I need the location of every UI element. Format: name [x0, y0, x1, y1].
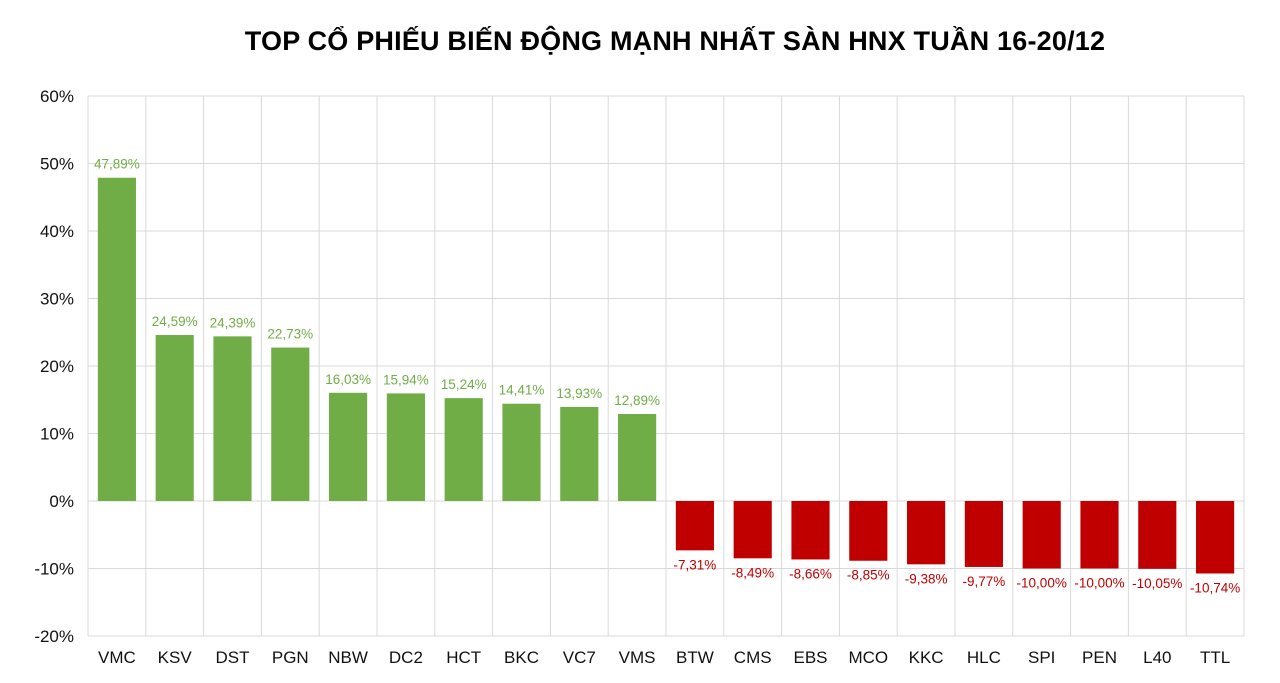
category-label-vmc: VMC — [98, 648, 136, 667]
data-label-vms: 12,89% — [614, 393, 660, 408]
category-label-pgn: PGN — [272, 648, 309, 667]
bar-dst — [213, 336, 252, 501]
bar-ebs — [791, 501, 830, 560]
category-label-kkc: KKC — [909, 648, 944, 667]
y-tick-label: 40% — [40, 222, 74, 241]
data-label-l40: -10,05% — [1132, 576, 1182, 591]
category-label-ttl: TTL — [1200, 648, 1230, 667]
y-tick-label: 10% — [40, 425, 74, 444]
label-layer: 60% 50% 40% 30% 20% 10% 0% -10% -20% 47,89% VMC 24,… — [34, 87, 1240, 667]
y-tick-label: 50% — [40, 155, 74, 174]
data-label-pgn: 22,73% — [267, 327, 313, 342]
data-label-cms: -8,49% — [731, 565, 774, 580]
category-label-spi: SPI — [1028, 648, 1055, 667]
category-label-mco: MCO — [848, 648, 888, 667]
bar-pgn — [271, 347, 310, 501]
data-label-vmc: 47,89% — [94, 157, 140, 172]
category-label-vms: VMS — [619, 648, 656, 667]
category-label-bkc: BKC — [504, 648, 539, 667]
bar-vmc — [97, 177, 136, 501]
category-label-l40: L40 — [1143, 648, 1171, 667]
y-tick-label: 60% — [40, 87, 74, 106]
data-label-ebs: -8,66% — [789, 566, 832, 581]
y-tick-label: -20% — [34, 627, 74, 646]
data-label-nbw: 16,03% — [325, 372, 371, 387]
data-label-hlc: -9,77% — [963, 574, 1006, 589]
bar-bkc — [502, 403, 541, 501]
bar-ttl — [1196, 501, 1235, 574]
bar-pen — [1080, 501, 1119, 569]
category-label-vc7: VC7 — [563, 648, 596, 667]
category-label-dst: DST — [216, 648, 250, 667]
data-label-bkc: 14,41% — [499, 383, 545, 398]
category-label-cms: CMS — [734, 648, 772, 667]
data-label-spi: -10,00% — [1017, 576, 1067, 591]
category-label-ksv: KSV — [158, 648, 193, 667]
bar-btw — [675, 501, 714, 551]
bar-ksv — [155, 335, 194, 501]
data-label-ksv: 24,59% — [152, 314, 198, 329]
y-tick-label: -10% — [34, 560, 74, 579]
bar-nbw — [329, 392, 368, 501]
bar-dc2 — [386, 393, 425, 501]
bar-hct — [444, 398, 483, 501]
data-label-dst: 24,39% — [210, 315, 256, 330]
bar-cms — [733, 501, 772, 559]
bar-layer — [97, 177, 1235, 574]
category-label-pen: PEN — [1082, 648, 1117, 667]
data-label-btw: -7,31% — [674, 557, 717, 572]
bar-hlc — [964, 501, 1003, 567]
bar-kkc — [907, 501, 946, 565]
category-label-ebs: EBS — [793, 648, 827, 667]
bar-vc7 — [560, 406, 599, 501]
y-tick-label: 30% — [40, 290, 74, 309]
data-label-dc2: 15,94% — [383, 372, 429, 387]
bar-mco — [849, 501, 888, 561]
data-label-hct: 15,24% — [441, 377, 487, 392]
y-tick-label: 20% — [40, 357, 74, 376]
data-label-vc7: 13,93% — [556, 386, 602, 401]
bar-l40 — [1138, 501, 1177, 569]
category-label-dc2: DC2 — [389, 648, 423, 667]
category-label-hct: HCT — [446, 648, 481, 667]
category-label-btw: BTW — [676, 648, 714, 667]
bar-spi — [1022, 501, 1061, 569]
chart-title: TOP CỔ PHIẾU BIẾN ĐỘNG MẠNH NHẤT SÀN HNX… — [244, 26, 1106, 56]
data-label-pen: -10,00% — [1074, 576, 1124, 591]
grid-layer — [87, 95, 1245, 637]
category-label-nbw: NBW — [328, 648, 368, 667]
data-label-kkc: -9,38% — [905, 571, 948, 586]
data-label-ttl: -10,74% — [1190, 580, 1240, 595]
category-label-hlc: HLC — [967, 648, 1001, 667]
data-label-mco: -8,85% — [847, 568, 890, 583]
y-tick-label: 0% — [49, 492, 74, 511]
bar-vms — [618, 413, 657, 501]
